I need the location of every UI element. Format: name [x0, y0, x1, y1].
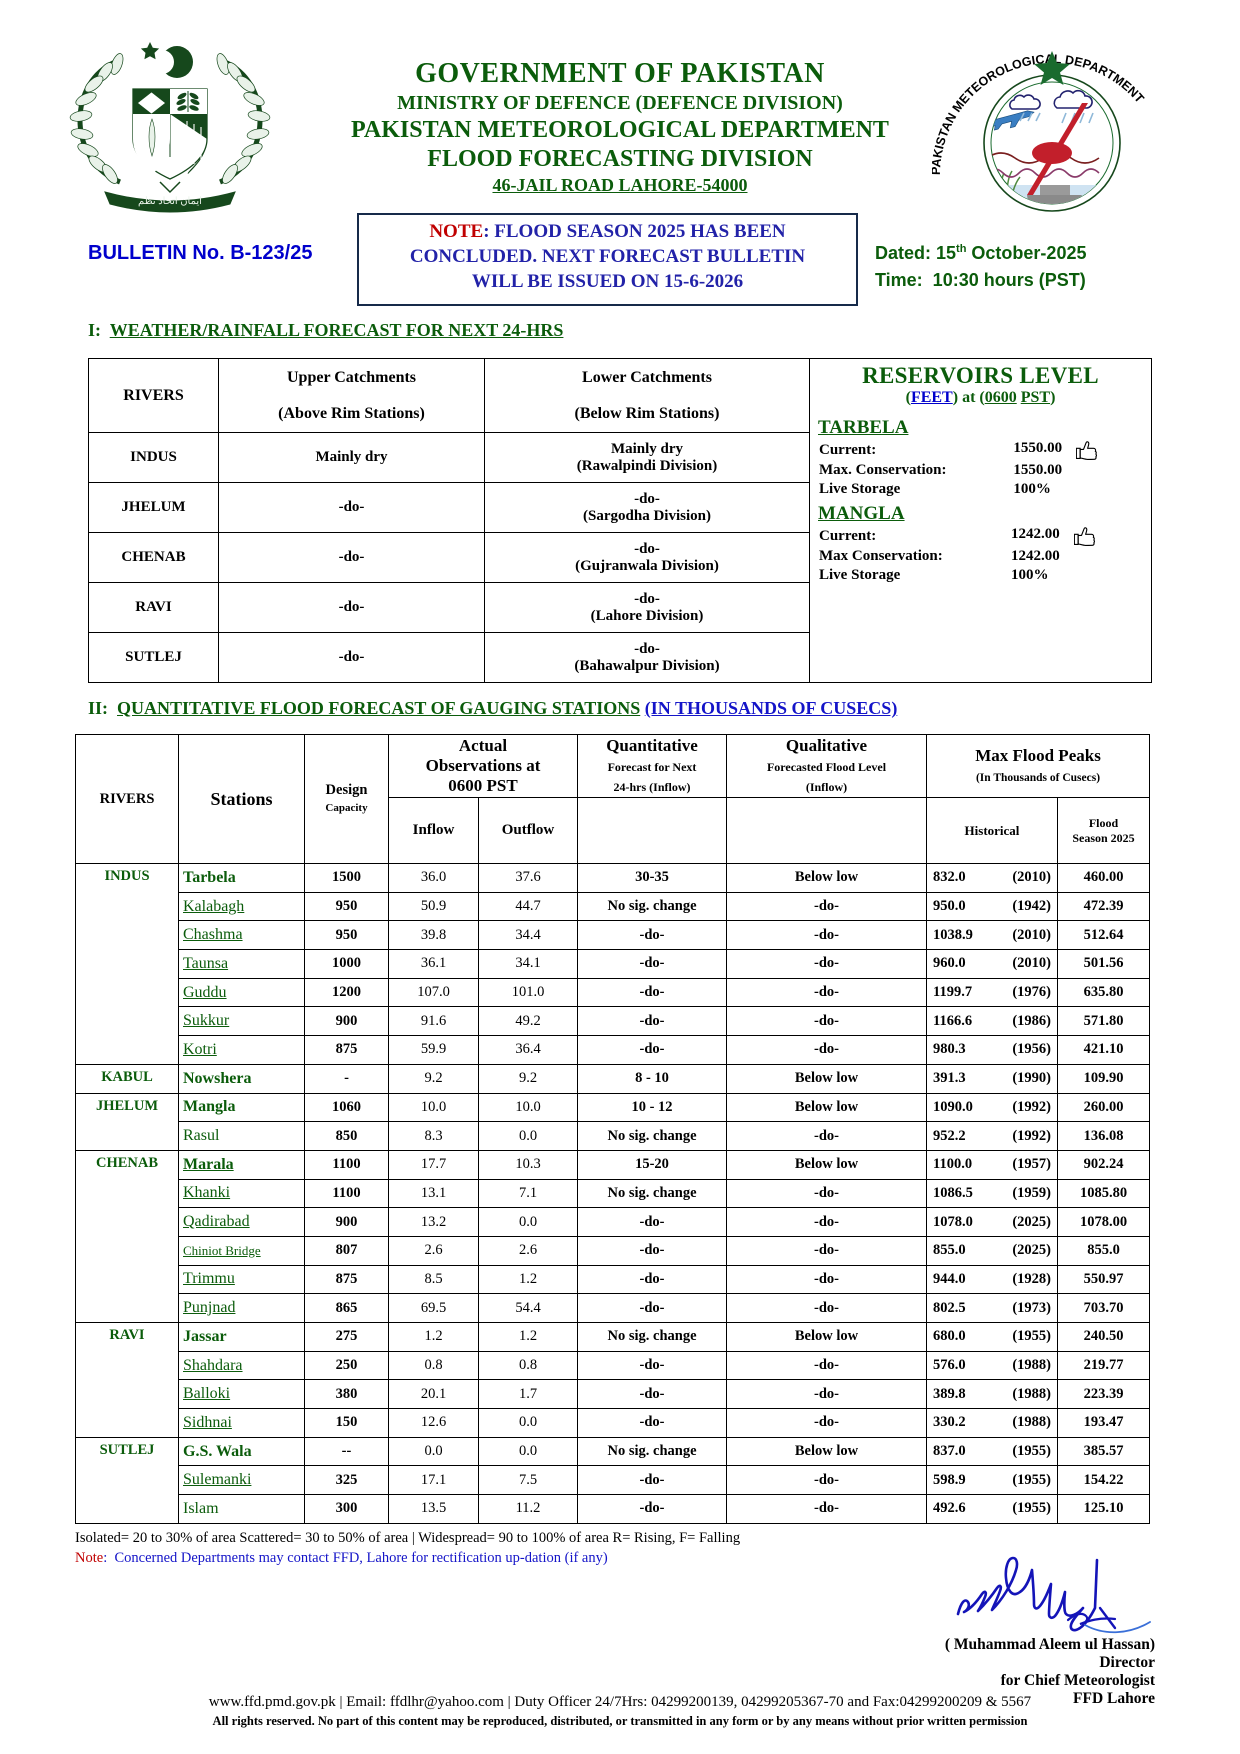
svg-text:ایمان اتحاد نظم: ایمان اتحاد نظم: [138, 196, 202, 207]
